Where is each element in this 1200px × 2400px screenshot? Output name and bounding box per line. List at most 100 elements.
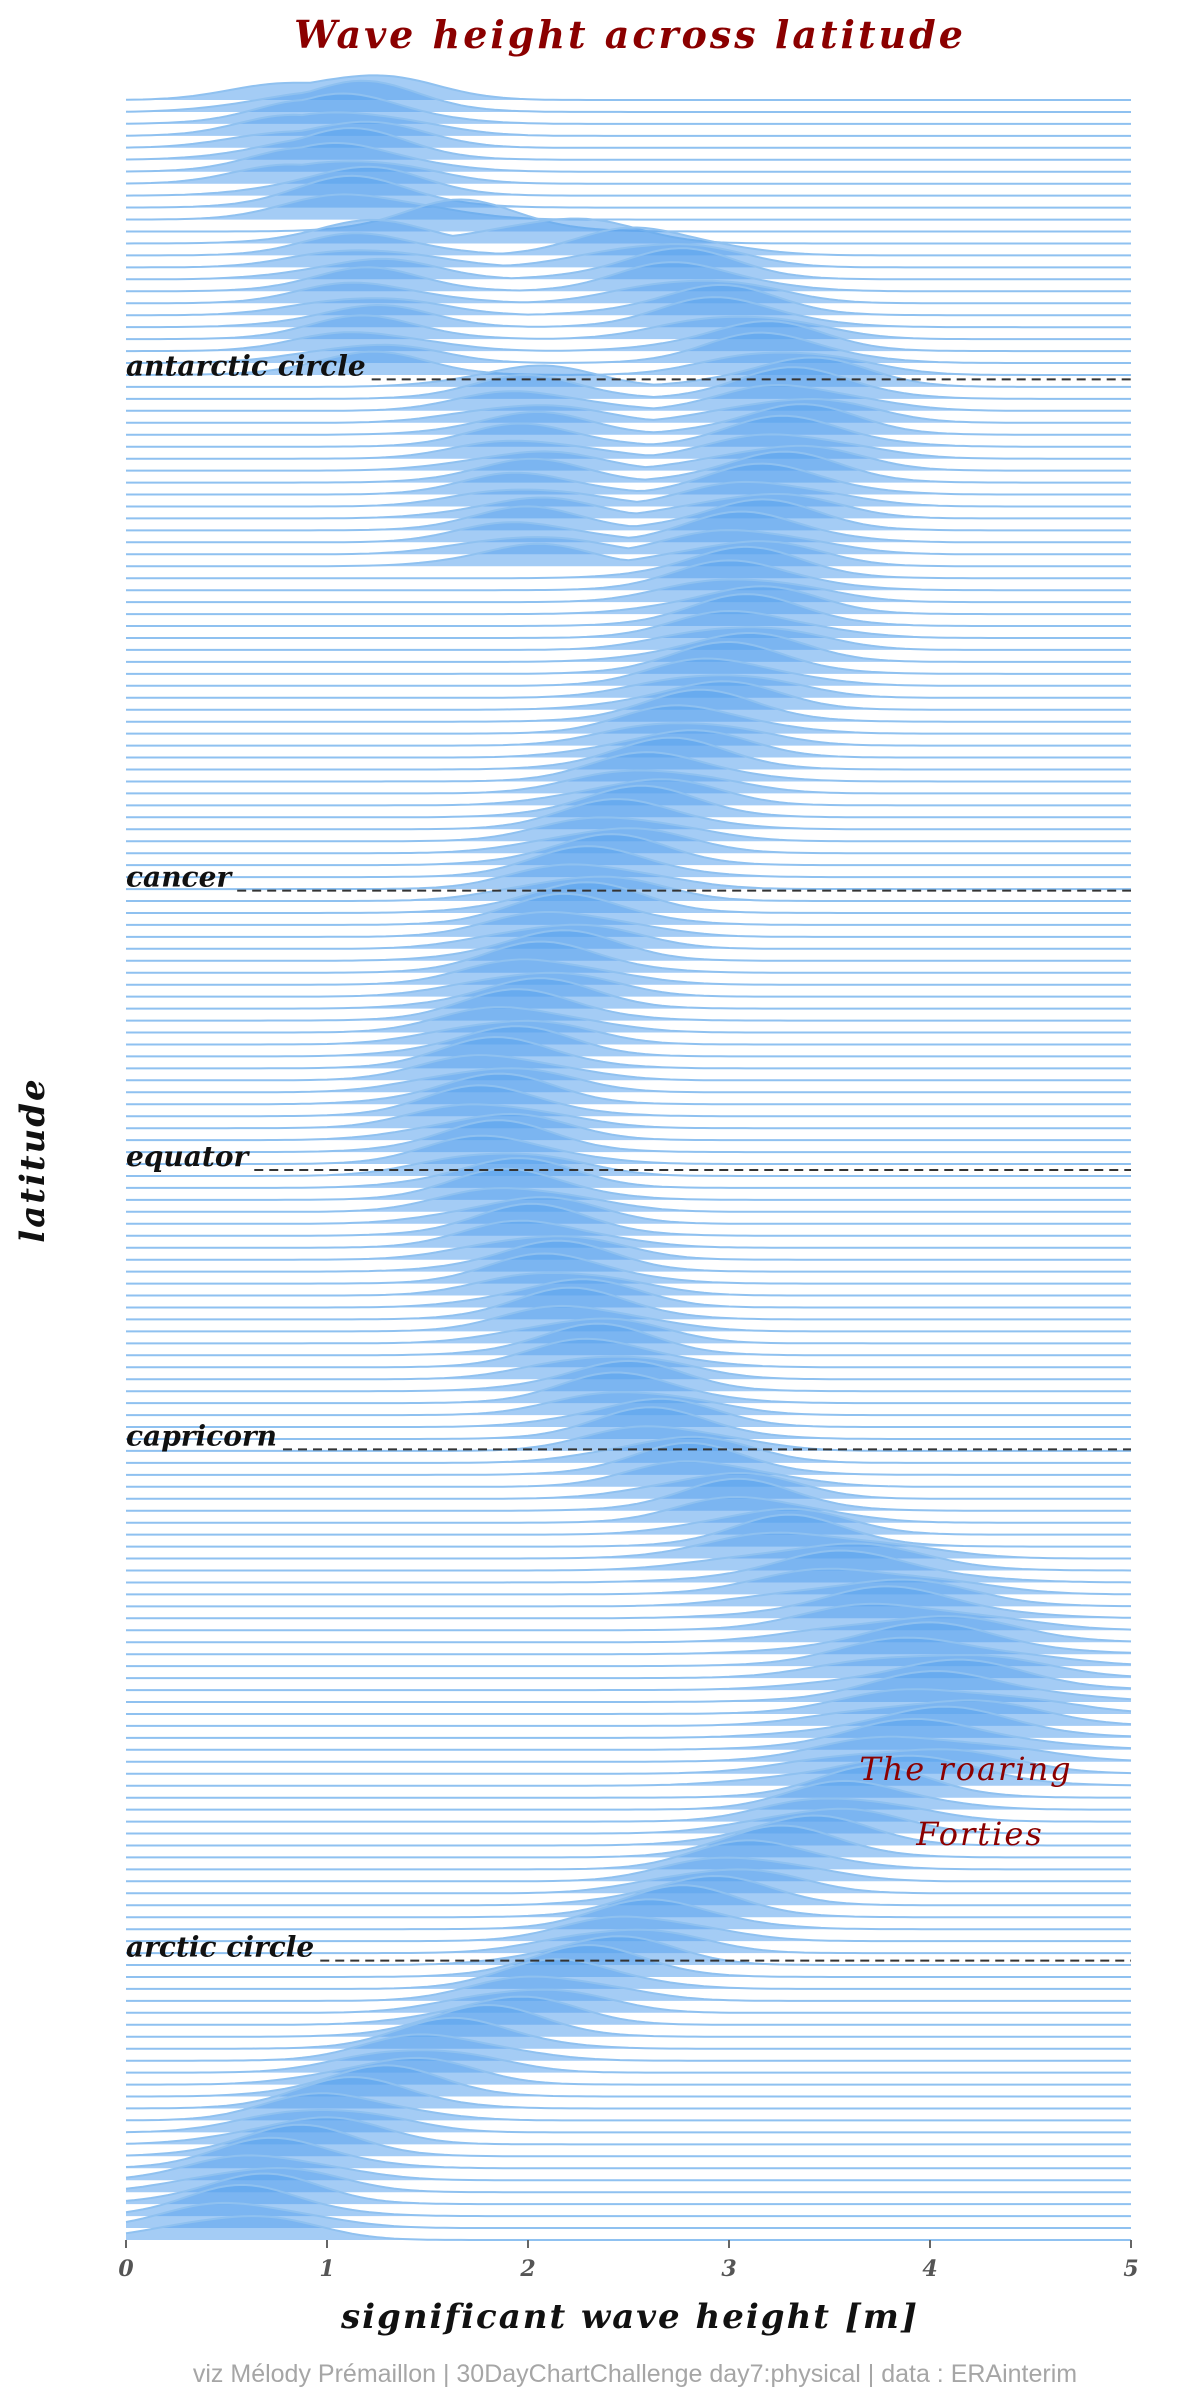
ridge-line	[126, 480, 1131, 508]
annotation-line-1: The roaring	[859, 1750, 1072, 1788]
ridge-area	[126, 1287, 1131, 1320]
ridge-area	[126, 1869, 1131, 1894]
ridge-line	[126, 1699, 1132, 1727]
ridge-area	[126, 2117, 1131, 2145]
ridge-line	[126, 174, 1131, 209]
ridge-area	[126, 351, 1131, 375]
ridge-line	[126, 1019, 1131, 1046]
ridge-line	[126, 1477, 1131, 1512]
ridge-line	[126, 988, 1131, 1022]
ridge-area	[126, 1442, 1131, 1475]
ridge-line	[126, 1884, 1131, 1919]
ridge-line	[126, 2056, 1131, 2086]
ridge-line	[126, 958, 1131, 986]
ridge-line	[125, 2172, 1131, 2206]
ridge-area	[126, 1899, 1131, 1930]
ridge-line	[126, 1286, 1131, 1321]
ridge-line	[126, 1391, 1131, 1417]
ridge-line	[126, 1513, 1131, 1548]
ridge-line	[126, 1355, 1131, 1381]
ridge-line	[126, 609, 1131, 639]
ridge-area	[126, 1989, 1131, 2013]
ridge-line	[126, 545, 1131, 580]
ridge-line	[126, 1471, 1131, 1500]
ridge-line	[126, 1915, 1131, 1943]
ridge-area	[126, 864, 1131, 890]
ridge-line	[125, 2116, 1131, 2146]
ridge-area	[126, 1426, 1131, 1451]
ridge-line	[125, 92, 1131, 125]
ridge-line	[126, 1988, 1131, 2014]
ridge-area	[126, 530, 1131, 555]
ridge-area	[126, 912, 1131, 937]
ridge-line	[126, 1754, 1132, 1787]
ridge-line	[126, 2064, 1131, 2098]
ridge-area	[126, 705, 1131, 734]
ridge-line	[126, 977, 1131, 1010]
ridge-line	[126, 2016, 1131, 2050]
ridge-line	[126, 540, 1131, 568]
ridge-line	[126, 2003, 1131, 2038]
ridge-line	[126, 314, 1131, 341]
ridge-area	[126, 959, 1131, 985]
ridge-line	[126, 798, 1131, 831]
ridge-line	[126, 729, 1131, 759]
ridge-line	[126, 1278, 1131, 1309]
ridge-line	[126, 1578, 1131, 1608]
reference-label: cancer	[126, 861, 233, 894]
ridge-line	[126, 578, 1131, 604]
ridge-area	[126, 1936, 1131, 1965]
ridge-line	[126, 1975, 1131, 2002]
ridge-area	[126, 1461, 1131, 1487]
x-axis-label: significant wave height [m]	[340, 2297, 919, 2337]
ridge-area	[126, 445, 1131, 471]
ridge-area	[126, 579, 1131, 603]
x-tick-label: 3	[721, 2256, 736, 2282]
ridge-line	[126, 1235, 1131, 1261]
ridge-line	[126, 1337, 1131, 1369]
ridge-area	[126, 385, 1131, 411]
ridge-line	[126, 1549, 1132, 1584]
ridge-line	[126, 1874, 1131, 1907]
ridge-line	[126, 1542, 1132, 1572]
ridge-area	[126, 1253, 1131, 1284]
ridge-area	[126, 1007, 1131, 1033]
ridge-line	[126, 1531, 1131, 1560]
ridge-line	[126, 769, 1131, 795]
ridge-line	[125, 126, 1131, 161]
ridge-area	[126, 752, 1131, 782]
ridge-line	[126, 593, 1131, 627]
ridge-line	[125, 141, 1131, 173]
ridge-line	[126, 1359, 1131, 1393]
ridge-line	[126, 1995, 1131, 2026]
ridge-line	[126, 261, 1131, 293]
ridge-line	[126, 450, 1131, 484]
ridge-line	[126, 1807, 1131, 1835]
ridge-area	[126, 658, 1131, 686]
ridge-area	[126, 1203, 1131, 1236]
ridge-line	[126, 1167, 1131, 1201]
ridge-area	[126, 227, 1131, 256]
ridge-line	[126, 1196, 1131, 1225]
ridge-line	[126, 1460, 1131, 1488]
ridge-line	[126, 827, 1131, 855]
ridge-line	[126, 911, 1131, 938]
ridge-area	[126, 1808, 1131, 1834]
ridge-line	[126, 816, 1131, 843]
ridge-line	[126, 923, 1131, 950]
ridge-line	[126, 498, 1131, 532]
ridge-line	[126, 1602, 1132, 1632]
ridge-line	[125, 2201, 1131, 2229]
ridge-line	[126, 2092, 1131, 2122]
ridge-line	[126, 1006, 1131, 1034]
ridge-line	[126, 585, 1131, 616]
reference-label: arctic circle	[126, 1931, 314, 1964]
ridge-line	[126, 674, 1131, 699]
ridge-area	[126, 1407, 1131, 1439]
ridge-line	[126, 433, 1131, 460]
ridge-area	[126, 321, 1131, 352]
ridge-area	[126, 924, 1131, 949]
ridge-line	[126, 1202, 1131, 1237]
ridge-line	[126, 929, 1131, 962]
ridge-line	[125, 165, 1131, 197]
